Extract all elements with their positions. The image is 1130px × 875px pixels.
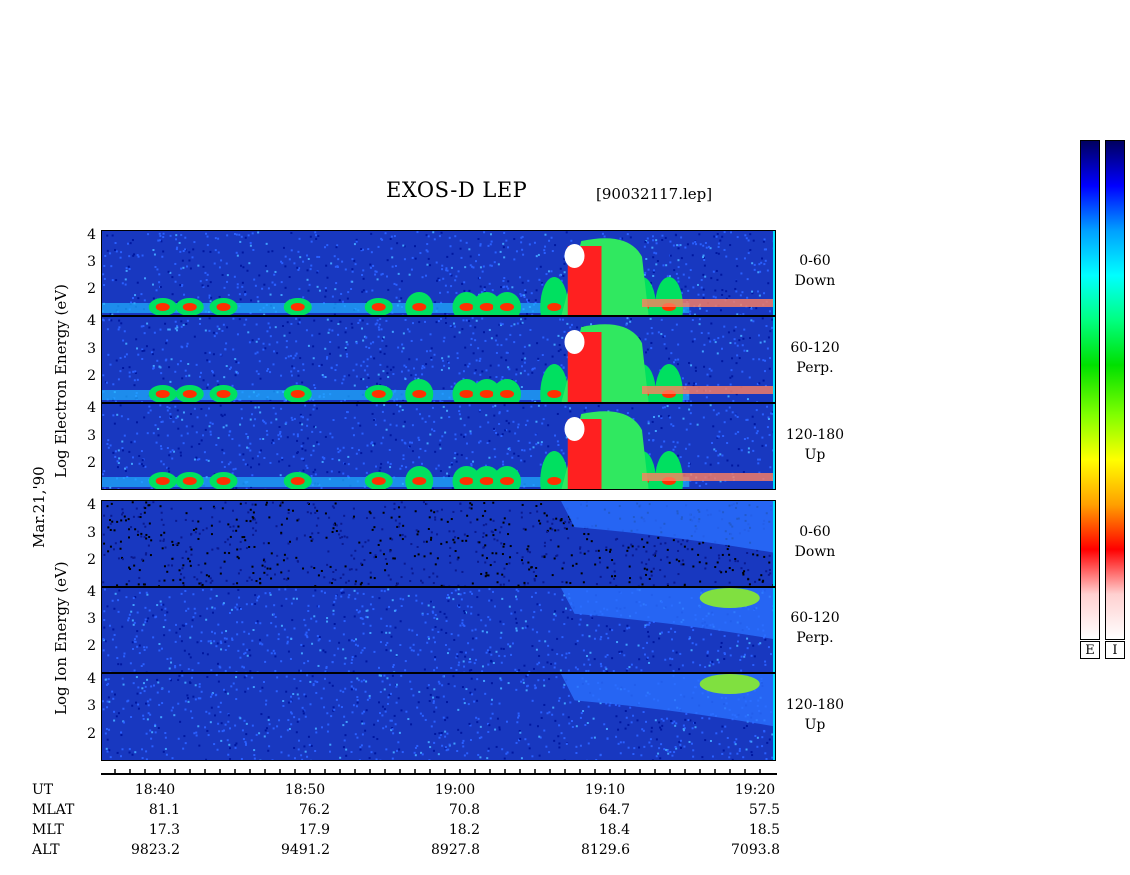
row-label-mlt: MLT	[32, 822, 64, 838]
ion-colorbar-label: I	[1105, 641, 1125, 659]
orbit-alt-value: 9823.2	[131, 842, 180, 858]
time-axis	[101, 769, 777, 775]
orbit-ut-value: 19:10	[584, 782, 626, 798]
orbit-mlt-value: 18.2	[448, 822, 480, 838]
y-tick-label: 2	[87, 367, 96, 384]
ion-panel-2	[101, 587, 776, 673]
electron-colorbar-label: E	[1080, 641, 1100, 659]
panel-angle-label: 0-60 Down	[794, 253, 836, 289]
y-tick-label: 4	[87, 400, 96, 417]
electron-colorbar	[1080, 140, 1100, 640]
ion-panel-1	[101, 500, 776, 587]
orbit-ut-value: 18:50	[284, 782, 326, 798]
y-tick-label: 4	[87, 584, 96, 601]
orbit-ut-value: 18:40	[134, 782, 176, 798]
y-tick-label: 4	[87, 227, 96, 244]
orbit-alt-value: 7093.8	[731, 842, 780, 858]
orbit-mlat-value: 70.8	[448, 802, 480, 818]
y-tick-label: 3	[87, 611, 96, 628]
orbit-mlat-value: 57.5	[748, 802, 780, 818]
panel-angle-label: 0-60 Down	[794, 523, 836, 560]
y-tick-label: 3	[87, 524, 96, 541]
orbit-ut-value: 19:00	[434, 782, 476, 798]
panel-angle-label: 120-180 Up	[785, 697, 845, 733]
file-name: [90032117.lep]	[596, 185, 713, 203]
y-tick-label: 2	[87, 725, 96, 742]
y-tick-label: 2	[87, 638, 96, 655]
orbit-mlt-value: 18.4	[598, 822, 630, 838]
orbit-mlt-value: 17.9	[298, 822, 330, 838]
electron-panel-3	[101, 403, 776, 490]
chart-title: EXOS-D LEP	[386, 178, 528, 202]
orbit-alt-value: 9491.2	[281, 842, 330, 858]
electron-axis-label: Log Electron Energy (eV)	[52, 284, 70, 478]
ion-panel-3	[101, 673, 776, 761]
date-label: Mar.21,'90	[30, 466, 48, 548]
y-tick-label: 3	[87, 698, 96, 714]
panel-angle-label: 60-120 Perp.	[790, 339, 840, 376]
y-tick-label: 2	[87, 454, 96, 471]
panel-angle-label: 120-180 Up	[785, 426, 845, 463]
orbit-mlt-value: 17.3	[148, 822, 180, 838]
ion-colorbar	[1105, 140, 1125, 640]
y-tick-label: 3	[87, 427, 96, 444]
electron-panel-1	[101, 230, 776, 316]
orbit-alt-value: 8927.8	[431, 842, 480, 858]
row-label-alt: ALT	[32, 842, 60, 858]
y-tick-label: 2	[87, 281, 96, 298]
orbit-mlt-value: 18.5	[748, 822, 780, 838]
y-tick-label: 3	[87, 254, 96, 271]
y-tick-label: 4	[87, 497, 96, 514]
y-tick-label: 4	[87, 313, 96, 330]
orbit-ut-value: 19:20	[734, 782, 776, 798]
row-label-mlat: MLAT	[32, 802, 75, 818]
y-tick-label: 3	[87, 340, 96, 357]
y-tick-label: 2	[87, 551, 96, 568]
orbit-mlat-value: 64.7	[598, 802, 630, 818]
ion-axis-label: Log Ion Energy (eV)	[52, 561, 70, 715]
panel-angle-label: 60-120 Perp.	[790, 610, 840, 646]
orbit-mlat-value: 76.2	[298, 802, 330, 818]
row-label-ut: UT	[32, 782, 54, 798]
orbit-mlat-value: 81.1	[148, 802, 180, 818]
y-tick-label: 4	[87, 670, 96, 687]
orbit-alt-value: 8129.6	[581, 842, 630, 858]
electron-panel-2	[101, 316, 776, 403]
